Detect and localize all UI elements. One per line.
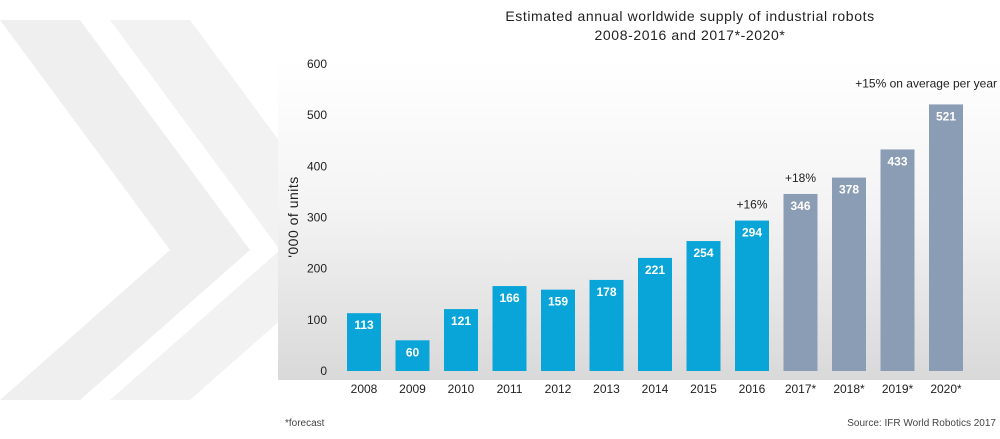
chart-title-line2: 2008-2016 and 2017*-2020* <box>594 27 786 43</box>
x-axis-ticks: 2008 2009 2010 2011 2012 2013 2014 2015 2016 2017… <box>351 382 962 396</box>
bar-2017-forecast <box>783 193 818 371</box>
bar-value-label: 159 <box>548 295 568 309</box>
bar-value-label: 378 <box>839 183 859 197</box>
x-tick-label: 2016 <box>739 382 766 396</box>
y-tick-label: 500 <box>307 108 327 122</box>
bar-value-label: 166 <box>499 291 519 305</box>
growth-annotations: +16% +18% +15% on average per year <box>736 76 997 211</box>
x-tick-label: 2020* <box>930 382 962 396</box>
bar-value-label: 433 <box>887 154 907 168</box>
y-tick-label: 300 <box>307 211 327 225</box>
bar-2020-forecast <box>929 104 963 372</box>
bar-value-label: 113 <box>354 318 374 332</box>
annotation-average-growth: +15% on average per year <box>855 76 997 90</box>
bar-value-label: 178 <box>596 285 616 299</box>
bar-2010 <box>444 309 478 371</box>
y-axis-label: '000 of units <box>285 176 301 258</box>
x-tick-label: 2017* <box>785 382 817 396</box>
chart-title-line1: Estimated annual worldwide supply of ind… <box>505 8 875 24</box>
bar-2014 <box>638 257 672 371</box>
y-tick-label: 400 <box>307 159 327 173</box>
x-tick-label: 2015 <box>690 382 717 396</box>
y-tick-label: 200 <box>307 262 327 276</box>
bar-2012 <box>541 289 575 371</box>
bars <box>347 104 963 372</box>
bar-value-label: 121 <box>451 314 471 328</box>
forecast-footnote: *forecast <box>285 418 325 429</box>
x-tick-label: 2012 <box>545 382 572 396</box>
y-tick-label: 0 <box>320 364 327 378</box>
bar-2011 <box>492 286 527 371</box>
x-tick-label: 2019* <box>882 382 914 396</box>
x-tick-label: 2011 <box>497 382 523 396</box>
bar-2016 <box>735 220 769 371</box>
bar-value-label: 521 <box>936 109 956 123</box>
x-tick-label: 2008 <box>351 382 378 396</box>
bar-value-label: 346 <box>790 199 810 213</box>
annotation-growth: +16% <box>736 198 767 212</box>
y-tick-label: 100 <box>307 313 327 327</box>
bar-value-label: 294 <box>742 226 762 240</box>
y-axis-ticks: 0 100 200 300 400 500 600 <box>307 57 327 378</box>
bar-value-label: 221 <box>645 263 665 277</box>
x-tick-label: 2010 <box>448 382 475 396</box>
bar-2015 <box>686 241 721 371</box>
bar-2018-forecast <box>832 177 866 371</box>
bar-2008 <box>347 313 381 371</box>
x-tick-label: 2013 <box>593 382 620 396</box>
bar-value-labels: 113 60 121 166 159 178 221 254 294 346 378 433 521 <box>354 109 956 359</box>
source-note: Source: IFR World Robotics 2017 <box>847 418 996 429</box>
bar-value-label: 254 <box>693 246 713 260</box>
bar-2019-forecast <box>880 149 915 371</box>
annotation-growth: +18% <box>785 171 816 185</box>
x-tick-label: 2014 <box>642 382 669 396</box>
bar-value-label: 60 <box>406 345 420 359</box>
bar-2013 <box>589 279 624 371</box>
x-tick-label: 2018* <box>833 382 865 396</box>
y-tick-label: 600 <box>307 57 327 71</box>
bar-2009 <box>395 340 430 371</box>
x-tick-label: 2009 <box>399 382 426 396</box>
background-chevron-left <box>0 20 250 400</box>
